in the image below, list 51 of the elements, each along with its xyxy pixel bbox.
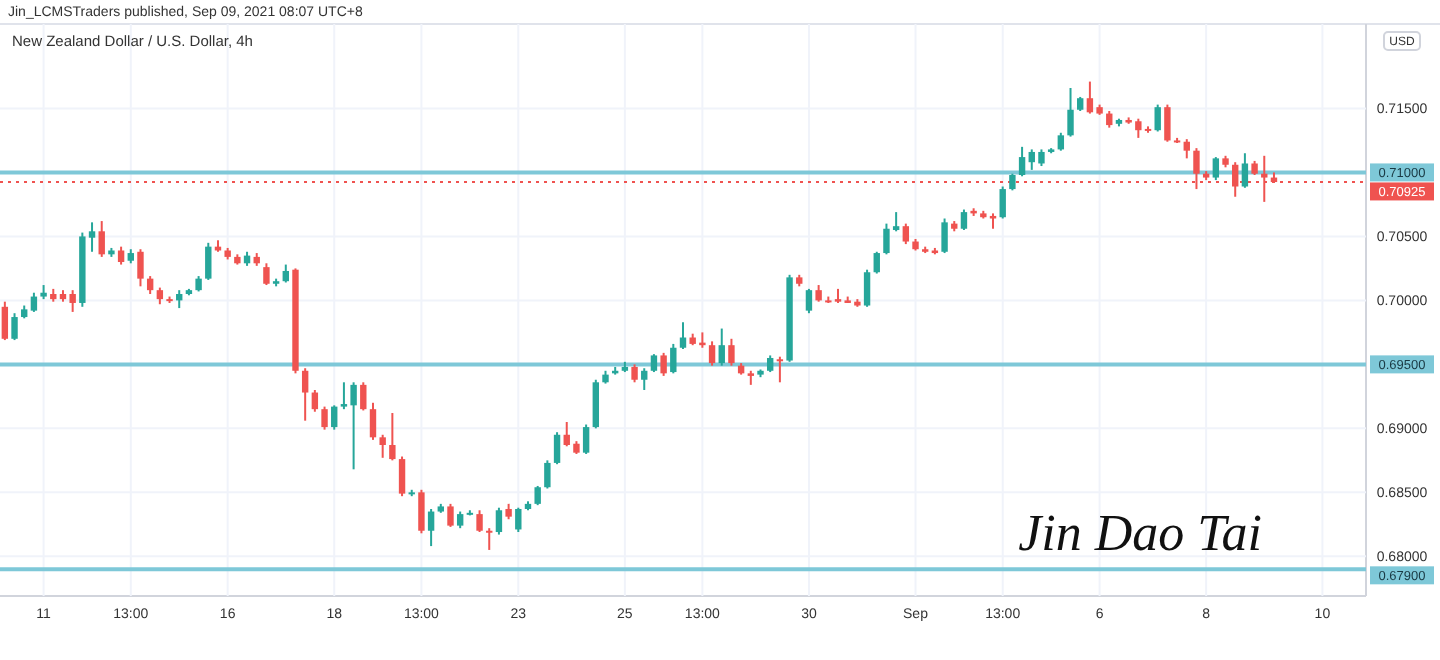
candlestick	[205, 241, 212, 281]
candlestick	[311, 388, 319, 413]
candlestick	[660, 351, 667, 377]
candlestick	[321, 405, 328, 431]
candlestick	[534, 484, 541, 507]
candlestick	[863, 268, 871, 308]
candlestick	[902, 222, 910, 246]
candlestick	[398, 455, 406, 498]
candlestick	[805, 287, 813, 315]
candlestick	[728, 337, 735, 367]
candlestick	[418, 488, 425, 535]
candlestick	[137, 248, 144, 288]
candlestick	[486, 527, 493, 551]
candlestick	[1241, 152, 1249, 189]
candlestick	[776, 355, 784, 384]
candlestick	[447, 502, 454, 528]
candlestick	[495, 506, 503, 536]
candlestick	[1164, 103, 1171, 143]
candlestick	[1154, 103, 1161, 133]
candlestick	[379, 433, 386, 459]
candlestick	[718, 327, 725, 367]
candlestick	[592, 378, 600, 430]
candlestick	[873, 250, 880, 275]
candlestick	[999, 185, 1006, 220]
candlestick	[1, 300, 9, 342]
candlestick	[553, 431, 561, 466]
candlestick	[30, 291, 38, 313]
candlestick	[11, 312, 18, 342]
annotation: Jin Dao Tai	[1018, 504, 1262, 562]
candlestick	[389, 412, 396, 462]
candlestick	[708, 340, 716, 367]
candlestick	[98, 220, 105, 258]
candlestick	[1067, 86, 1074, 138]
candlestick	[301, 367, 309, 422]
candlestick	[544, 459, 551, 490]
candlestick	[1212, 156, 1220, 182]
candlestick	[679, 321, 687, 351]
candlestick	[515, 506, 522, 534]
candlestick	[476, 509, 483, 534]
candlestick	[1183, 138, 1190, 160]
candlestick	[1018, 145, 1026, 178]
candlestick	[670, 342, 677, 375]
candlestick	[369, 401, 377, 441]
candlestick	[641, 367, 648, 391]
candlestick	[263, 262, 270, 287]
candlestick	[941, 217, 948, 255]
candlestick	[960, 208, 968, 232]
candlestick	[360, 381, 367, 412]
candlestick	[427, 507, 435, 548]
candlestick	[331, 404, 338, 431]
candlestick	[582, 423, 590, 455]
